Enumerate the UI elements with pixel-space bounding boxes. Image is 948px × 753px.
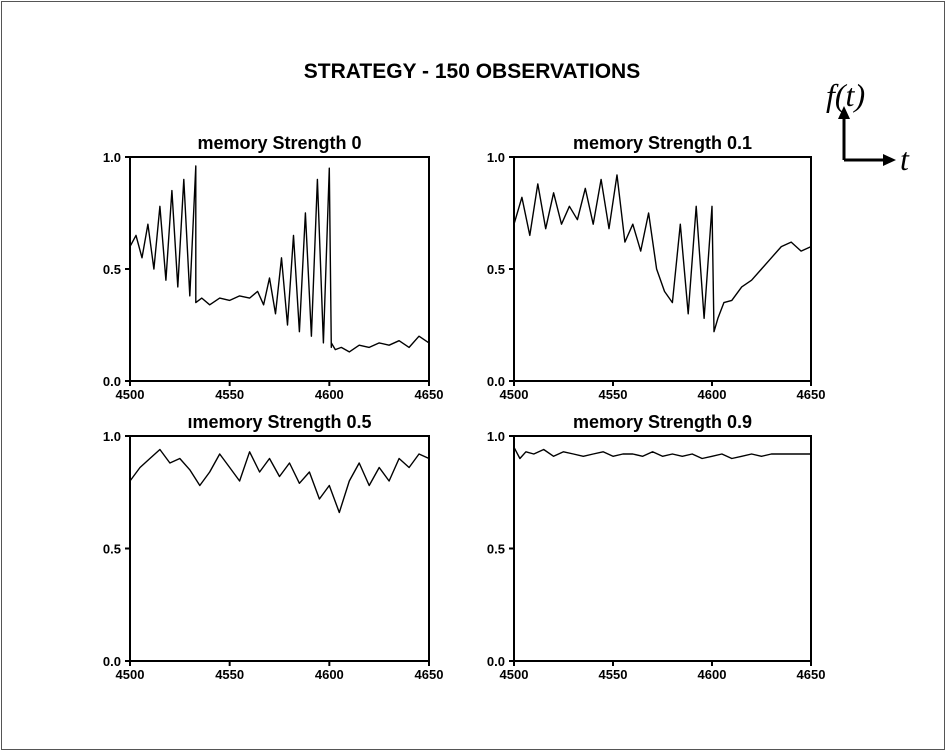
x-tick-label: 4600 xyxy=(315,387,344,402)
chart-title: memory Strength 0 xyxy=(197,133,361,153)
series-line xyxy=(129,448,430,514)
series-line xyxy=(129,165,430,353)
y-tick-label: 0.0 xyxy=(487,374,505,389)
plot-area xyxy=(129,156,430,382)
figure-title: STRATEGY - 150 OBSERVATIONS xyxy=(304,60,640,83)
chart-title: memory Strength 0.9 xyxy=(573,412,752,432)
y-tick-label: 0.5 xyxy=(487,262,505,277)
x-tick-label: 4550 xyxy=(215,387,244,402)
series-line xyxy=(513,174,812,333)
chart-panel-3: ımemory Strength 0.5 0.0 0.5 1.0 4500 4550 460… xyxy=(103,412,444,682)
x-tick-label: 4600 xyxy=(698,667,727,682)
x-tick-label: 4600 xyxy=(315,667,344,682)
y-tick-label: 1.0 xyxy=(487,429,505,444)
y-tick-label: 1.0 xyxy=(487,150,505,165)
y-tick-label: 0.0 xyxy=(487,654,505,669)
axis-glyph-right-arrowhead xyxy=(883,154,896,166)
y-tick-label: 1.0 xyxy=(103,429,121,444)
plot-area xyxy=(513,435,812,662)
axis-glyph-x-label: t xyxy=(900,141,910,177)
series-line xyxy=(513,446,811,460)
axis-glyph: f(t) t xyxy=(826,77,910,177)
x-tick-label: 4550 xyxy=(599,667,628,682)
x-tick-label: 4650 xyxy=(415,667,444,682)
y-tick-label: 0.5 xyxy=(487,542,505,557)
x-tick-label: 4500 xyxy=(116,667,145,682)
x-tick-label: 4600 xyxy=(698,387,727,402)
chart-panel-1: memory Strength 0 0.0 0.5 1.0 4500 4550 4600 46… xyxy=(103,133,444,402)
axis-glyph-up-arrowhead xyxy=(838,106,850,119)
plot-area xyxy=(129,435,430,662)
x-tick-label: 4650 xyxy=(797,667,826,682)
y-tick-label: 0.5 xyxy=(103,262,121,277)
x-tick-label: 4650 xyxy=(797,387,826,402)
y-tick-label: 0.5 xyxy=(103,542,121,557)
y-tick-label: 0.0 xyxy=(103,374,121,389)
x-tick-label: 4650 xyxy=(415,387,444,402)
x-tick-label: 4550 xyxy=(599,387,628,402)
chart-panel-2: memory Strength 0.1 0.0 0.5 1.0 4500 4550 4600… xyxy=(487,133,826,402)
panels: memory Strength 0 0.0 0.5 1.0 4500 4550 4600 46… xyxy=(103,133,826,682)
y-tick-label: 0.0 xyxy=(103,654,121,669)
chart-title: ımemory Strength 0.5 xyxy=(187,412,371,432)
y-tick-label: 1.0 xyxy=(103,150,121,165)
x-tick-label: 4550 xyxy=(215,667,244,682)
x-tick-label: 4500 xyxy=(500,667,529,682)
chart-title: memory Strength 0.1 xyxy=(573,133,752,153)
x-tick-label: 4500 xyxy=(500,387,529,402)
chart-panel-4: memory Strength 0.9 0.0 0.5 1.0 4500 4550 4600… xyxy=(487,412,826,682)
plot-area xyxy=(513,156,812,382)
axis-glyph-y-label: f(t) xyxy=(826,77,865,113)
x-tick-label: 4500 xyxy=(116,387,145,402)
